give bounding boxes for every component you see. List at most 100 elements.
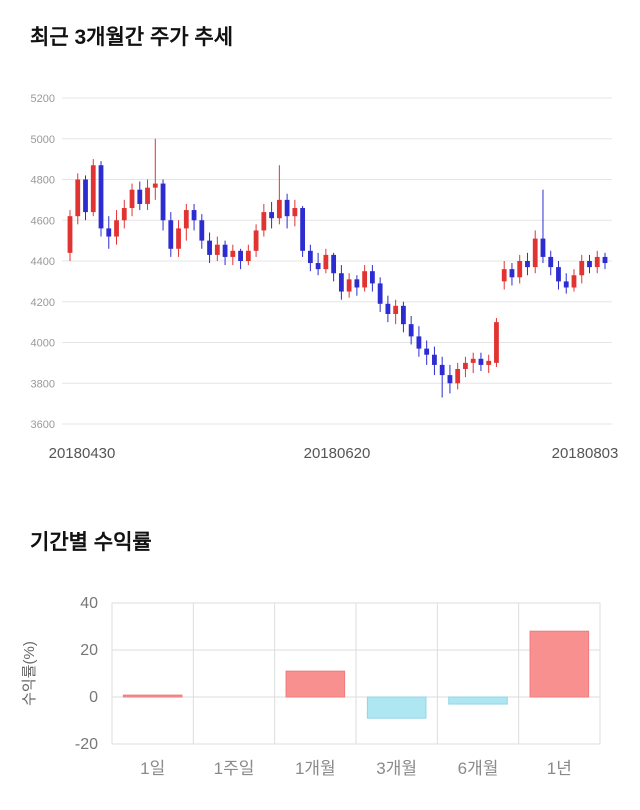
candle-body xyxy=(579,261,585,276)
candle-body xyxy=(168,220,174,249)
y-tick-label: -20 xyxy=(75,736,98,753)
candle-body xyxy=(463,362,468,369)
candle-body xyxy=(67,216,73,253)
candle-body xyxy=(532,238,538,268)
candle-body xyxy=(261,212,267,231)
return-bar xyxy=(448,696,508,705)
candle-body xyxy=(346,279,352,292)
candle-body xyxy=(501,269,507,282)
category-label: 6개월 xyxy=(458,759,499,778)
candle-body xyxy=(129,189,135,209)
candle-body xyxy=(602,256,608,264)
candle-body xyxy=(222,244,228,257)
candle-body xyxy=(540,238,546,257)
candle-body xyxy=(393,305,399,314)
candle-body xyxy=(439,364,445,376)
y-tick-label: 4800 xyxy=(31,175,55,187)
candle-body xyxy=(416,336,422,349)
candle-body xyxy=(191,210,197,221)
candle-body xyxy=(548,256,554,268)
candle-body xyxy=(587,261,592,268)
candle-body xyxy=(98,165,104,229)
candle-body xyxy=(207,240,212,255)
candle-body xyxy=(478,358,484,365)
candle-body xyxy=(183,210,189,229)
return-bar xyxy=(122,694,183,698)
candle-body xyxy=(432,354,437,365)
candle-body xyxy=(331,254,337,274)
candle-body xyxy=(284,199,290,217)
candle-body xyxy=(401,305,406,325)
y-axis-label: 수익률(%) xyxy=(21,641,38,706)
returns-section: 기간별 수익률 40 20 0 -20 1일 1주일 1개월 3개월 6개월 1년 수익률(%) xyxy=(0,531,640,795)
candle-body xyxy=(137,189,143,204)
candle-body xyxy=(571,275,577,288)
candle-body xyxy=(75,179,81,217)
x-tick-label: 20180803 xyxy=(552,445,619,462)
return-bar xyxy=(285,670,346,698)
x-tick-label: 20180620 xyxy=(304,445,371,462)
return-bar xyxy=(366,696,427,719)
candle-body xyxy=(269,212,274,219)
y-tick-label: 3600 xyxy=(31,419,55,431)
candle-body xyxy=(594,256,600,268)
y-tick-label: 40 xyxy=(80,595,98,612)
candle-body xyxy=(276,199,282,219)
candle-body xyxy=(292,208,298,217)
candle-body xyxy=(455,368,461,384)
candle-body xyxy=(230,250,236,257)
candle-body xyxy=(160,183,166,221)
category-label: 1주일 xyxy=(214,759,255,778)
candle-body xyxy=(145,187,150,204)
candle-body xyxy=(424,348,430,355)
candle-body xyxy=(494,322,499,363)
candle-body xyxy=(300,208,306,251)
candle-body xyxy=(106,228,112,237)
candle-body xyxy=(517,261,523,278)
returns-bar-chart: 40 20 0 -20 1일 1주일 1개월 3개월 6개월 1년 수익률(%) xyxy=(21,595,601,778)
price-trend-section: 최근 3개월간 주가 추세 5200 5000 4800 4600 4400 4200 40… xyxy=(0,26,640,469)
candle-body xyxy=(354,279,360,288)
candle-body xyxy=(447,375,453,384)
candle-body xyxy=(563,281,569,288)
price-trend-title: 최근 3개월간 주가 추세 xyxy=(30,26,234,49)
y-tick-label: 3800 xyxy=(31,378,55,390)
candle-body xyxy=(323,254,329,270)
candle-body xyxy=(245,250,251,261)
candle-body xyxy=(486,360,492,365)
y-tick-label: 20 xyxy=(80,642,98,659)
candle-body xyxy=(83,179,88,213)
candle-body xyxy=(238,250,243,261)
candle-body xyxy=(176,228,181,249)
y-tick-label: 4600 xyxy=(31,215,55,227)
candle-body xyxy=(385,303,391,314)
candle-body xyxy=(214,244,220,255)
candle-body xyxy=(90,165,96,213)
y-tick-label: 4400 xyxy=(31,256,55,268)
candle-body xyxy=(408,324,414,337)
candle-body xyxy=(307,250,313,264)
candle-body xyxy=(525,261,530,268)
candle-body xyxy=(556,267,561,282)
return-bar xyxy=(529,630,590,698)
candle-body xyxy=(315,263,321,270)
y-tick-label: 5000 xyxy=(31,134,55,146)
candle-body xyxy=(338,273,344,292)
candle-body xyxy=(369,271,375,284)
candle-body xyxy=(509,269,515,278)
category-label: 1일 xyxy=(140,759,165,778)
category-label: 1개월 xyxy=(295,759,336,778)
candle-body xyxy=(152,183,158,188)
y-tick-label: 4000 xyxy=(31,338,55,350)
category-label: 1년 xyxy=(547,759,572,778)
candlestick-chart: 5200 5000 4800 4600 4400 4200 4000 3800 3600 2018… xyxy=(31,93,619,462)
candle-body xyxy=(377,283,383,304)
candle-body xyxy=(253,230,259,251)
candle-body xyxy=(199,220,205,241)
candle-body xyxy=(362,271,368,288)
candle-body xyxy=(470,358,476,363)
candle-body xyxy=(121,208,127,221)
x-tick-label: 20180430 xyxy=(49,445,116,462)
candle-body xyxy=(114,220,119,237)
